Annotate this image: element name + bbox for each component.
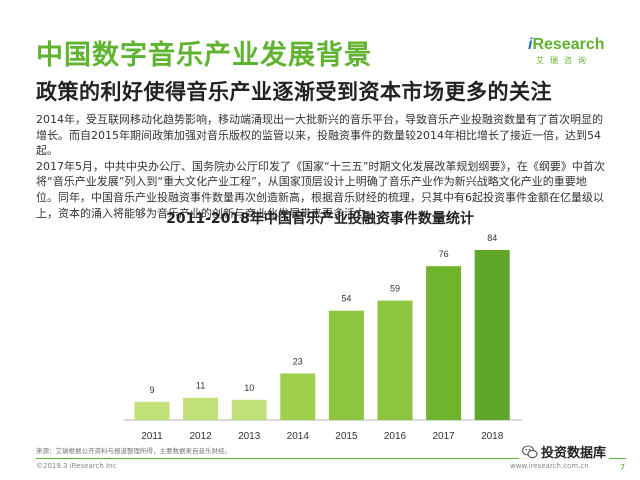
body-paragraph-1: 2014年，受互联网移动化趋势影响，移动端涌现出一大批新兴的音乐平台，导致音乐产… [36, 113, 603, 158]
x-tick-label-2012: 2012 [189, 431, 212, 442]
bar-2012 [183, 397, 219, 420]
footer-divider [36, 458, 626, 459]
data-label-2018: 84 [487, 233, 497, 243]
bar-2016 [377, 300, 413, 420]
bar-2013 [231, 399, 267, 420]
x-tick-label-2013: 2013 [238, 431, 261, 442]
watermark-text: 投资数据库 [541, 446, 607, 461]
data-label-2011: 9 [149, 385, 154, 395]
logo-tagline: 艾瑞咨询 [536, 56, 592, 65]
wechat-icon [522, 444, 538, 458]
watermark: 投资数据库 [519, 441, 610, 462]
x-tick-label-2015: 2015 [335, 431, 358, 442]
x-tick-label-2018: 2018 [481, 431, 504, 442]
data-label-2016: 59 [390, 284, 400, 294]
body-paragraph-2: 2017年5月，中共中央办公厅、国务院办公厅印发了《国家“十三五”时期文化发展改… [36, 159, 605, 220]
website-link[interactable]: www.iresearch.com.cn [510, 462, 589, 470]
page-title: 中国数字音乐产业发展背景 [36, 40, 372, 71]
bar-2011 [134, 401, 170, 420]
copyright: ©2019.3 iResearch Inc [36, 462, 117, 470]
x-tick-label-2011: 2011 [141, 431, 163, 442]
data-label-2014: 23 [293, 356, 303, 366]
bar-2015 [328, 310, 364, 420]
data-label-2012: 11 [196, 381, 205, 391]
logo-wordmark: Research [532, 36, 605, 53]
x-tick-label-2014: 2014 [287, 431, 310, 442]
iresearch-logo: iResearch 艾瑞咨询 [528, 36, 618, 72]
data-label-2015: 54 [341, 294, 351, 304]
data-label-2017: 76 [439, 249, 449, 259]
page-subtitle: 政策的利好使得音乐产业逐渐受到资本市场更多的关注 [36, 80, 552, 104]
bar-2017 [426, 266, 462, 420]
source-note: 来源：艾瑞根据公开资料与报道整理所得，主要数据来自音乐财经。 [36, 447, 231, 455]
chart-title: 2011-2018年中国音乐产业投融资事件数量统计 [166, 211, 474, 227]
logo-letter-i: i [528, 36, 533, 53]
x-tick-label-2017: 2017 [432, 431, 455, 442]
x-tick-label-2016: 2016 [384, 431, 407, 442]
bar-2014 [280, 373, 316, 420]
body-text: 2014年，受互联网移动化趋势影响，移动端涌现出一大批新兴的音乐平台，导致音乐产… [36, 112, 608, 221]
page-number: 7 [620, 463, 626, 472]
bar-2018 [474, 250, 510, 420]
data-label-2013: 10 [244, 383, 254, 393]
